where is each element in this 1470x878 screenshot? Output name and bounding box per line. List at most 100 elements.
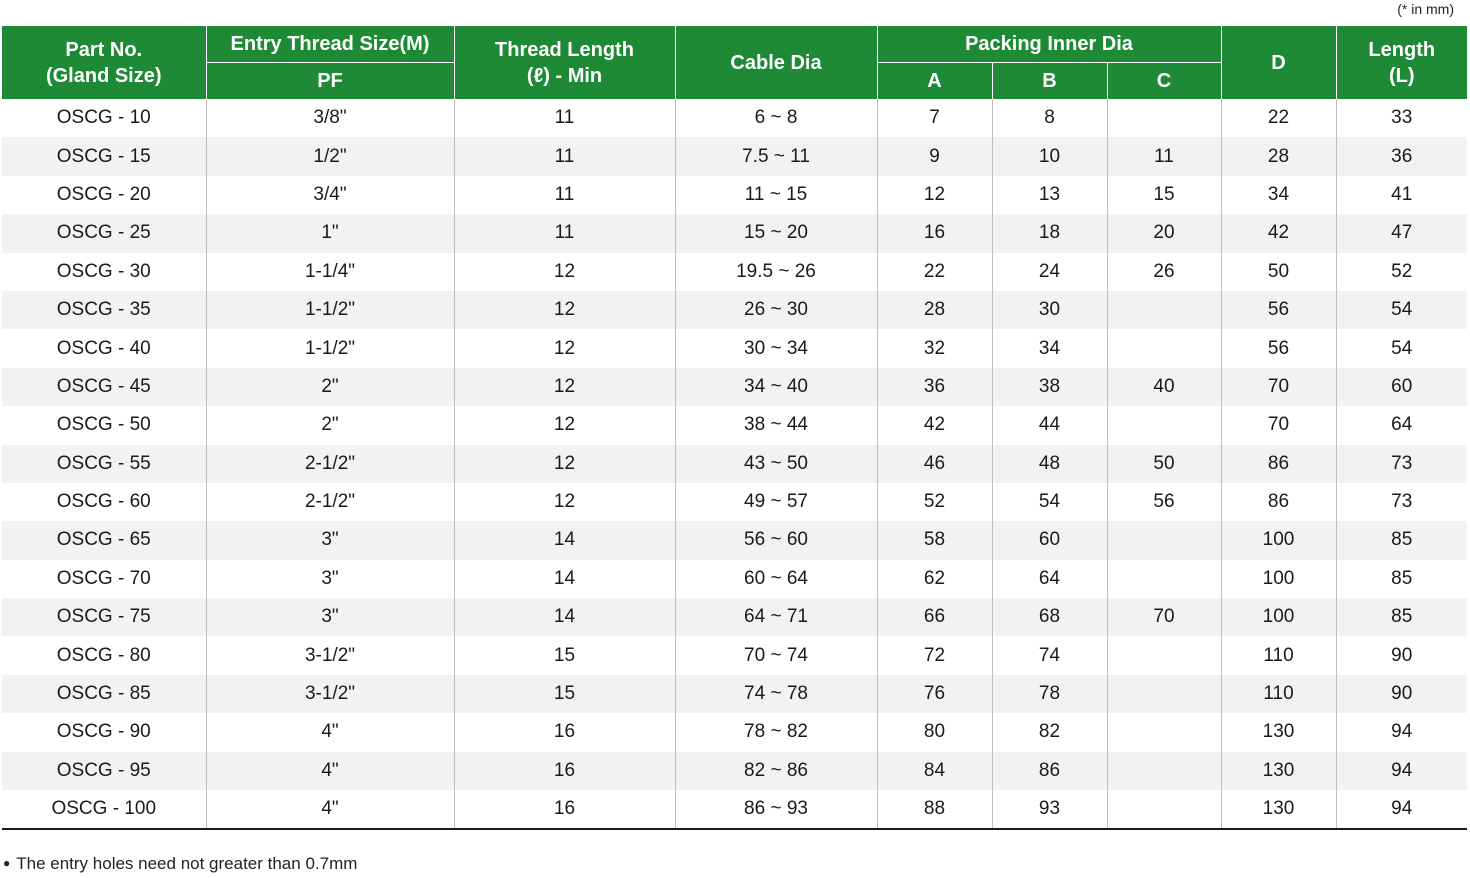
cell-length: 85 [1335,559,1467,599]
cell-packing-b: 18 [991,214,1107,253]
header-pf: PF [205,62,455,99]
table-row: OSCG - 80 3-1/2" 15 70 ~ 74 72 74 110 90 [2,636,1467,675]
header-part-no: Part No. (Gland Size) [2,26,207,99]
cell-packing-a: 42 [876,406,992,445]
table-header: Part No. (Gland Size) Entry Thread Size(… [2,26,1467,99]
cell-packing-c: 56 [1106,482,1221,522]
cell-length: 52 [1335,252,1467,291]
cell-packing-c: 15 [1106,175,1221,215]
cell-packing-b: 24 [991,252,1107,291]
header-b: B [991,62,1108,99]
cell-part-no: OSCG - 80 [56,644,151,666]
table-row: OSCG - 25 1" 11 15 ~ 20 16 18 20 42 47 [2,214,1467,253]
table-row: OSCG - 65 3" 14 56 ~ 60 58 60 100 85 [2,521,1467,560]
cell-length: 73 [1335,444,1467,483]
cell-length: 36 [1335,137,1467,176]
table-row: OSCG - 40 1-1/2" 12 30 ~ 34 32 34 56 54 [2,329,1467,368]
cell-part-no: OSCG - 10 [56,107,151,129]
cell-part-no: OSCG - 85 [2,674,206,714]
cell-packing-b: 82 [991,713,1107,752]
cell-packing-a: 16 [876,214,992,253]
cell-packing-c: 50 [1106,444,1221,483]
cell-cable-dia: 43 ~ 50 [674,444,877,483]
cell-thread-length: 12 [453,444,675,483]
cell-cable-dia: 11 ~ 15 [674,175,877,215]
cell-d: 28 [1220,137,1336,176]
header-thread-length-line1: Thread Length [495,38,634,61]
cell-part-no: OSCG - 35 [2,290,206,330]
cell-packing-a: 84 [876,751,992,791]
cell-packing-a: 52 [876,482,992,522]
bullet-icon: ● [3,856,11,870]
header-c: C [1106,62,1222,99]
cell-length: 54 [1335,290,1467,330]
cell-packing-c [1106,636,1221,675]
cell-packing-c [1106,329,1221,368]
cell-thread-length: 12 [453,252,675,291]
header-part-no-line2: (Gland Size) [45,64,162,87]
cell-cable-dia: 64 ~ 71 [674,598,877,637]
cell-thread-length: 12 [453,329,675,368]
cell-packing-b: 8 [991,99,1107,138]
cell-part-no: OSCG - 100 [2,790,206,831]
cell-part-no: OSCG - 45 [2,367,206,407]
header-thread-length: Thread Length (ℓ) - Min [453,26,676,99]
cell-packing-a: 62 [876,559,992,599]
cell-d: 100 [1220,559,1336,599]
cell-packing-c [1106,751,1221,791]
cell-length: 94 [1335,713,1467,752]
table-row: OSCG - 100 4" 16 86 ~ 93 88 93 130 94 [2,790,1467,831]
cell-pf: 1-1/4" [205,252,454,291]
cell-packing-b: 10 [991,137,1107,176]
cell-cable-dia: 30 ~ 34 [674,329,877,368]
table-row: OSCG - 10 3/8" 11 6 ~ 8 7 8 22 33 [2,99,1467,138]
cell-packing-b: 48 [991,444,1107,483]
footnote: ● The entry holes need not greater than 0… [3,854,357,874]
cell-length: 94 [1335,751,1467,791]
cell-packing-c [1106,790,1221,831]
cell-pf: 1-1/2" [205,329,454,368]
header-cable-dia: Cable Dia [674,26,878,99]
cell-packing-a: 58 [876,521,992,560]
unit-note: (* in mm) [1397,1,1454,17]
cell-packing-a: 9 [876,137,992,176]
cell-length: 60 [1335,367,1467,407]
cell-pf: 3-1/2" [205,636,454,675]
cell-packing-b: 34 [991,329,1107,368]
cell-pf: 2" [205,367,454,407]
cell-cable-dia: 38 ~ 44 [674,406,877,445]
cell-d: 110 [1220,674,1336,714]
cell-pf: 1/2" [205,137,454,176]
cell-pf: 2-1/2" [205,482,454,522]
cell-thread-length: 14 [453,521,675,560]
cell-pf: 3" [205,598,454,637]
cell-d: 130 [1220,751,1336,791]
cell-cable-dia: 26 ~ 30 [674,290,877,330]
cell-cable-dia: 74 ~ 78 [674,674,877,714]
cell-packing-c [1106,99,1221,138]
header-a: A [876,62,993,99]
cell-part-no: OSCG - 65 [2,521,206,560]
cell-cable-dia: 70 ~ 74 [674,636,877,675]
table-row: OSCG - 60 2-1/2" 12 49 ~ 57 52 54 56 86 73 [2,482,1467,522]
cell-packing-b: 38 [991,367,1107,407]
cell-length: 54 [1335,329,1467,368]
cell-d: 130 [1220,713,1336,752]
cell-d: 86 [1220,444,1336,483]
cell-packing-a: 22 [876,252,992,291]
cell-packing-c: 20 [1106,214,1221,253]
header-entry-thread: Entry Thread Size(M) [205,26,455,63]
cell-part-no: OSCG - 60 [56,491,151,513]
cell-cable-dia: 15 ~ 20 [674,214,877,253]
table-row: OSCG - 55 2-1/2" 12 43 ~ 50 46 48 50 86 73 [2,444,1467,483]
cell-packing-b: 78 [991,674,1107,714]
cell-packing-a: 76 [876,674,992,714]
cell-d: 100 [1220,521,1336,560]
table-row: OSCG - 85 3-1/2" 15 74 ~ 78 76 78 110 90 [2,674,1467,714]
cell-d: 110 [1220,636,1336,675]
cell-thread-length: 16 [453,713,675,752]
table-row: OSCG - 75 3" 14 64 ~ 71 66 68 70 100 85 [2,598,1467,637]
cell-packing-a: 80 [876,713,992,752]
cell-part-no: OSCG - 30 [56,260,151,282]
cell-d: 70 [1220,406,1336,445]
